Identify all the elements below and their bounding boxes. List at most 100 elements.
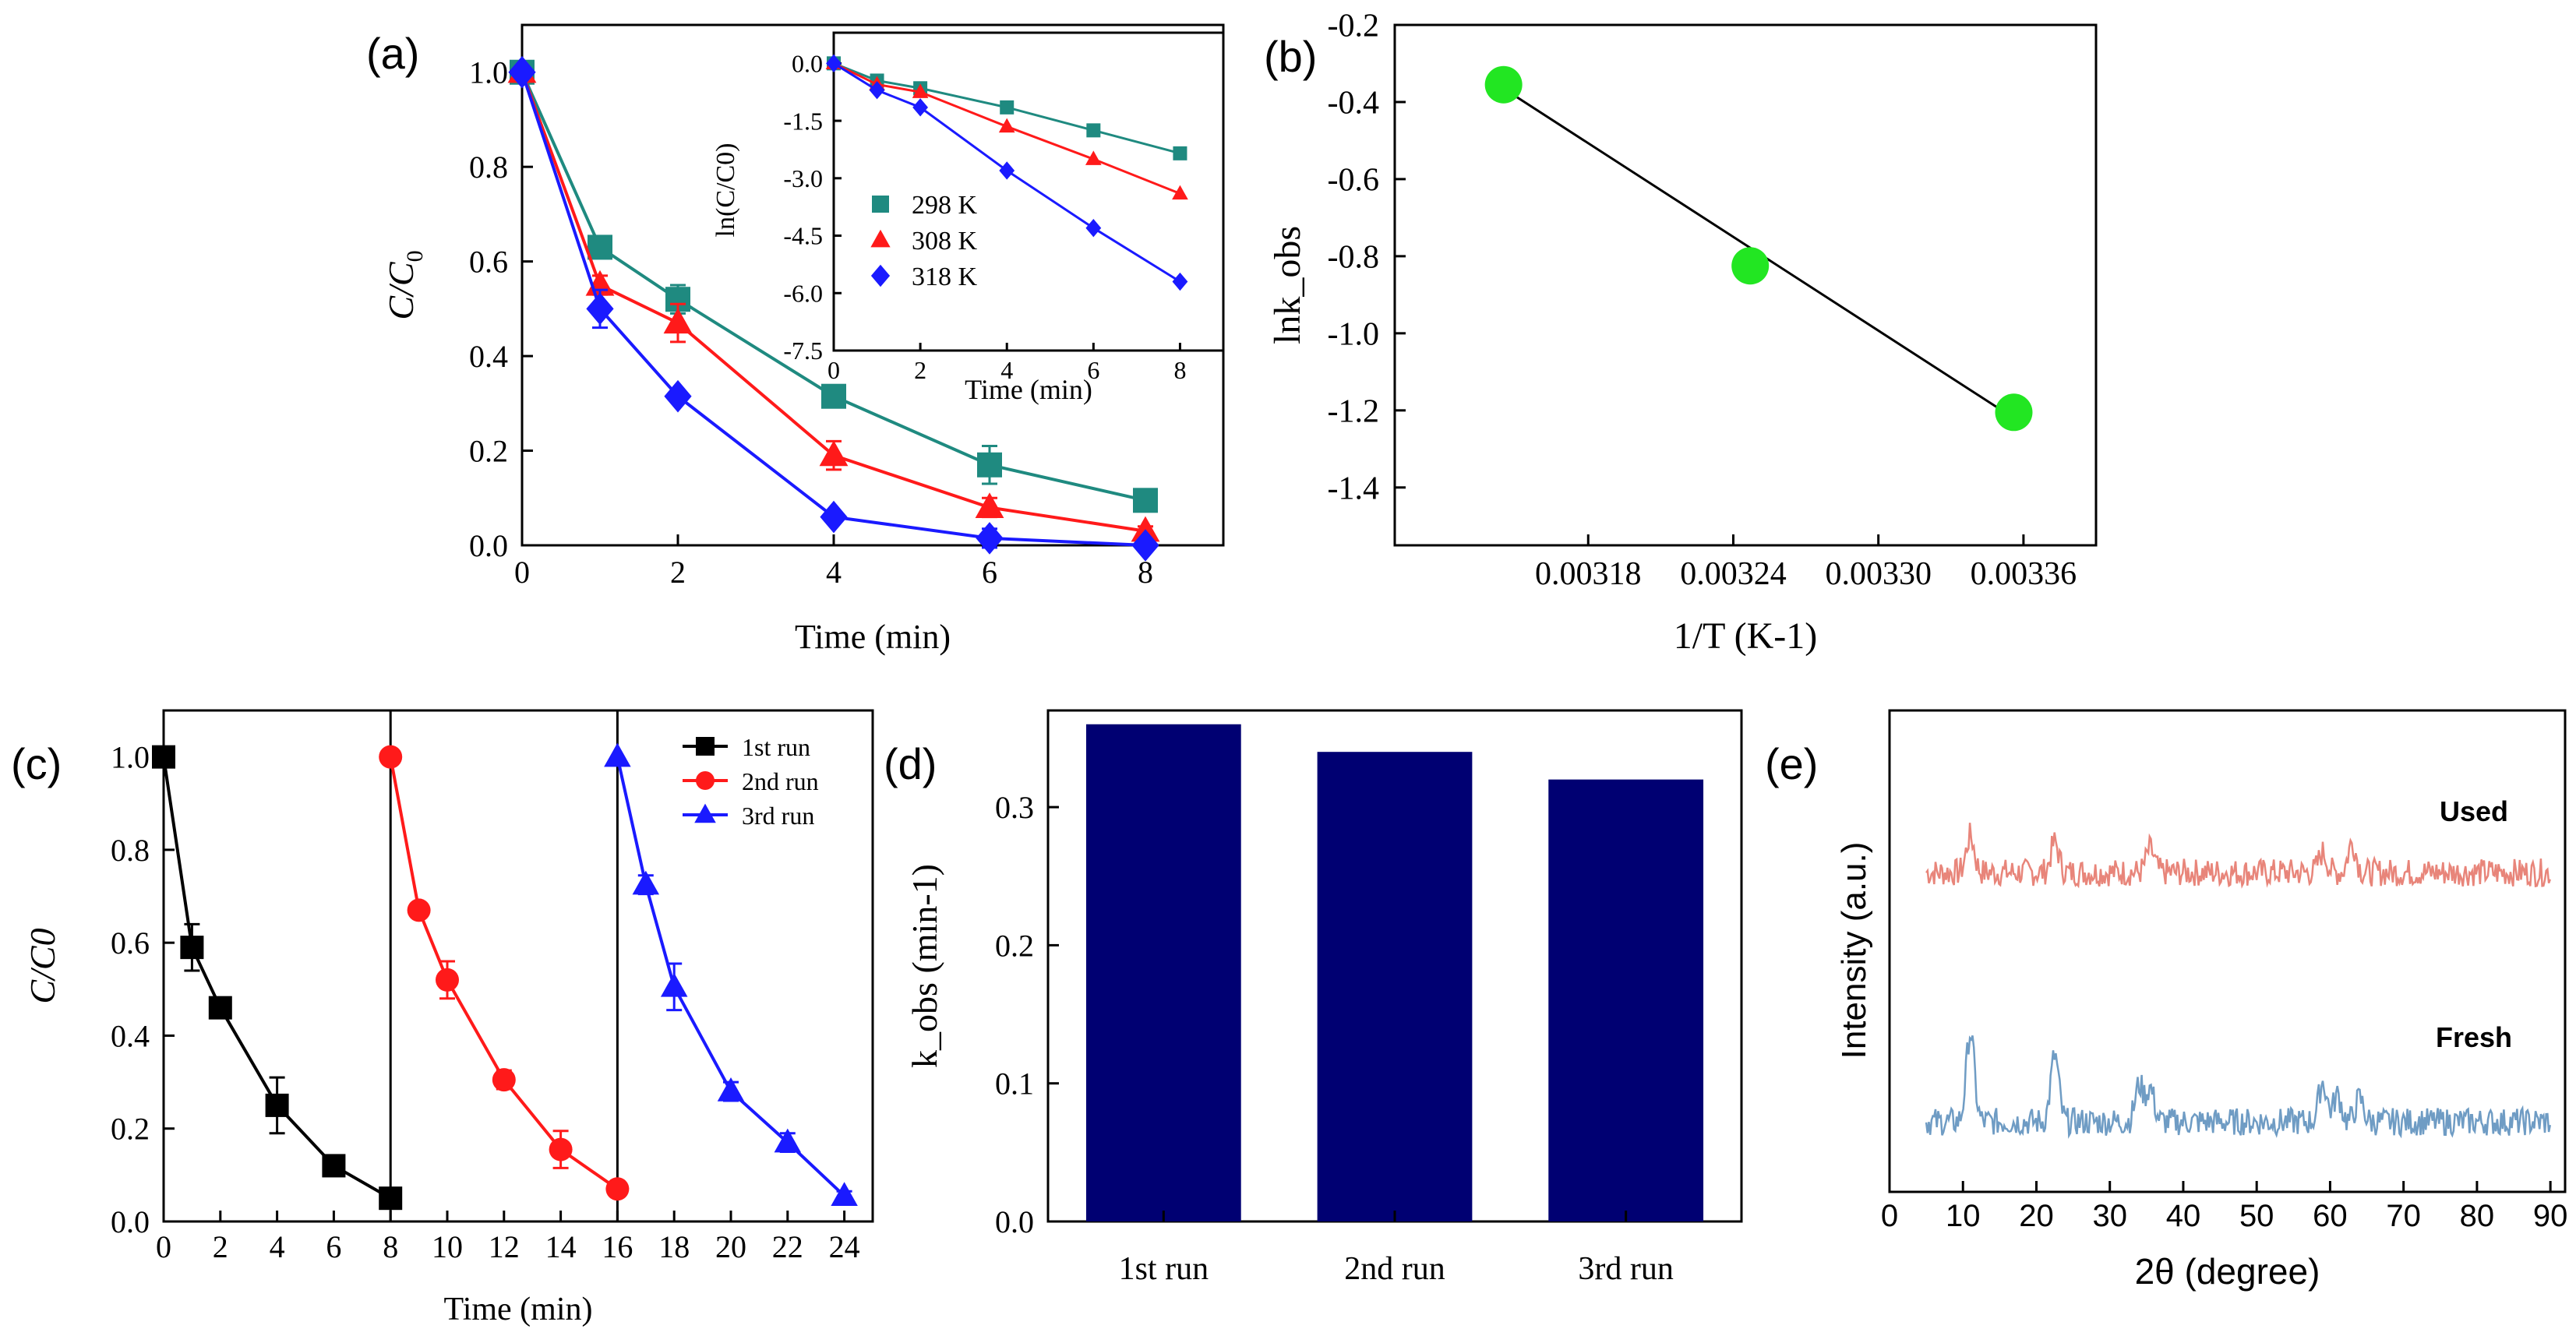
panel-e-x-tick-label: 90 (2533, 1199, 2568, 1233)
panel-b-y-axis-label: lnk_obs (1267, 226, 1308, 344)
panel-e-pattern-fresh (1925, 1035, 2552, 1139)
panel-e-series-label: Fresh (2436, 1021, 2512, 1053)
panel-c-y-tick-label: 0.6 (111, 925, 150, 961)
panel-e-label: (e) (1765, 739, 1818, 788)
panel-e-plot-frame (1888, 709, 2567, 1193)
panel-b-data-point (1995, 393, 2033, 432)
panel-e-pattern-used (1925, 823, 2551, 889)
panel-c-data-point (379, 745, 403, 769)
panel-a-data-point (976, 522, 1004, 555)
panel-c-x-axis-label: Time (min) (444, 1292, 593, 1327)
panel-c-plot-frame (162, 709, 874, 1223)
panel-c-x-tick-label: 16 (602, 1229, 633, 1264)
panel-e-x-tick-label: 20 (2019, 1199, 2054, 1233)
panel-b-x-tick-label: 0.00336 (1971, 556, 2077, 592)
inset-data-point (1172, 185, 1188, 200)
panel-b-x-axis-label: 1/T (K-1) (1674, 615, 1817, 657)
inset-series-line (833, 62, 1180, 155)
panel-e-x-tick-label: 40 (2166, 1199, 2201, 1233)
inset-y-tick-label: -3.0 (783, 164, 823, 192)
panel-e-x-tick-label: 60 (2313, 1199, 2348, 1233)
panel-d-x-tick-label: 1st run (1119, 1251, 1209, 1287)
panel-a-data-point (821, 383, 846, 409)
inset-data-point (999, 161, 1015, 180)
inset-x-tick-label: 4 (1000, 356, 1013, 384)
panel-c-x-tick-label: 22 (772, 1229, 803, 1264)
inset-y-tick-label: -6.0 (783, 279, 823, 307)
inset-data-point (826, 54, 842, 73)
panel-e-x-tick-label: 10 (1946, 1199, 1981, 1233)
panel-b-x-tick-label: 0.00324 (1680, 556, 1787, 592)
panel-e-x-axis-label: 2θ (degree) (2135, 1251, 2320, 1292)
panel-c-x-tick-label: 20 (715, 1229, 746, 1264)
panel-a-data-point (586, 292, 614, 326)
panel-a-x-tick-label: 2 (670, 555, 686, 590)
inset-series-line (833, 62, 1181, 283)
panel-d: 0.0 0.1 0.2 0.3 (d) k_obs (min-1) 1st run 2nd r… (884, 709, 1743, 1287)
panel-c-data-point (632, 870, 660, 895)
panel-d-y-tick-label: 0.0 (995, 1204, 1034, 1239)
panel-b-x-tick-label: 0.00318 (1535, 556, 1642, 592)
panel-e-x-tick-label: 80 (2460, 1199, 2495, 1233)
panel-c-x-tick-label: 0 (156, 1229, 171, 1264)
inset-series-line (833, 62, 1180, 195)
panel-d-y-tick-label: 0.2 (995, 928, 1034, 963)
panel-a-x-axis-label: Time (min) (795, 618, 951, 656)
panel-e-x-tick-label: 50 (2239, 1199, 2274, 1233)
panel-b-data-point (1731, 247, 1770, 285)
panel-b-x-tick-label: 0.00330 (1825, 556, 1932, 592)
legend-marker (696, 737, 715, 756)
panel-a-data-point (1131, 529, 1159, 562)
panel-a-label: (a) (366, 29, 419, 78)
inset-data-point (1086, 123, 1101, 138)
legend-label: 3rd run (742, 802, 814, 830)
panel-b-y-tick-label: -0.2 (1328, 9, 1380, 44)
panel-a-y-tick-label: 0.6 (469, 245, 508, 280)
panel-a-data-point (819, 440, 849, 467)
panel-a-x-tick-label: 4 (826, 555, 842, 590)
panel-a-data-point (508, 55, 536, 89)
panel-a-y-axis-label: C/C0 (381, 250, 428, 319)
panel-d-bar (1317, 752, 1473, 1221)
panel-a-data-point (1133, 488, 1158, 513)
panel-d-bar (1548, 779, 1704, 1221)
inset-data-point (1085, 218, 1102, 238)
inset-plot-frame (832, 31, 1225, 352)
legend-label: 318 K (912, 263, 978, 291)
panel-c-y-tick-label: 0.2 (111, 1112, 150, 1147)
panel-b-y-tick-label: -1.2 (1328, 394, 1380, 430)
panel-e-y-axis-label: Intensity (a.u.) (1835, 842, 1873, 1059)
panel-e-x-tick-label: 0 (1881, 1199, 1898, 1233)
legend-marker (870, 264, 891, 287)
panel-d-y-tick-label: 0.1 (995, 1066, 1034, 1102)
panel-d-y-tick-label: 0.3 (995, 790, 1034, 825)
panel-d-y-axis-label: k_obs (min-1) (905, 864, 944, 1068)
panel-c-data-point (660, 972, 688, 997)
panel-b: 0.00318 0.00324 0.00330 0.00336 -0.2 -0.4 -0.6… (1264, 9, 2098, 657)
panel-a-data-point (1131, 516, 1160, 542)
legend-marker (872, 196, 889, 213)
panel-b-data-point (1484, 65, 1523, 104)
panel-c-data-point (407, 898, 431, 922)
legend-marker (696, 771, 715, 790)
panel-d-label: (d) (884, 739, 937, 788)
inset-data-point (998, 118, 1015, 133)
panel-a-y-tick-label: 0.4 (469, 339, 508, 374)
panel-c-data-point (152, 745, 175, 769)
panel-c-data-point (717, 1077, 745, 1102)
panel-c-x-tick-label: 18 (658, 1229, 690, 1264)
panel-c-x-tick-label: 10 (432, 1229, 463, 1264)
inset-x-axis-label: Time (min) (965, 374, 1092, 405)
panel-c-x-tick-label: 14 (545, 1229, 577, 1264)
legend-label: 308 K (912, 227, 978, 256)
panel-a-x-tick-label: 6 (982, 555, 997, 590)
panel-b-plot-frame (1393, 23, 2098, 547)
panel-b-y-tick-label: -0.6 (1328, 163, 1380, 199)
legend-label: 2nd run (742, 767, 819, 795)
panel-c-x-tick-label: 2 (213, 1229, 228, 1264)
panel-c-y-axis-label: C/C0 (23, 928, 62, 1003)
panel-c-x-tick-label: 8 (383, 1229, 398, 1264)
panel-c: 0 2 4 6 8 10 12 14 16 18 20 22 240.00.20.40.60.81.0(… (11, 709, 874, 1327)
panel-c-data-point (379, 1186, 403, 1211)
panel-a-data-point (977, 452, 1002, 478)
